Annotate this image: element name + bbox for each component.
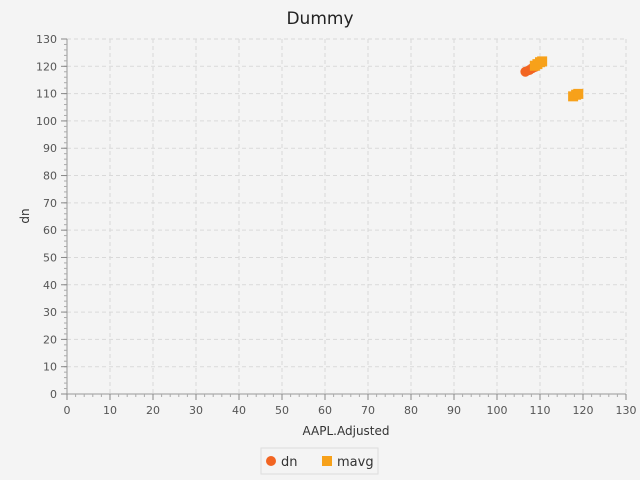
data-points xyxy=(520,56,584,102)
y-tick-label: 90 xyxy=(43,142,57,155)
x-tick-label: 100 xyxy=(487,404,508,417)
legend-marker-dn xyxy=(266,456,276,466)
y-tick-label: 120 xyxy=(36,60,57,73)
point-mavg xyxy=(537,56,548,67)
y-tick-label: 110 xyxy=(36,88,57,101)
x-tick-label: 130 xyxy=(616,404,637,417)
x-tick-label: 70 xyxy=(361,404,375,417)
y-tick-label: 70 xyxy=(43,197,57,210)
x-tick-label: 110 xyxy=(530,404,551,417)
y-tick-label: 100 xyxy=(36,115,57,128)
x-tick-label: 10 xyxy=(103,404,117,417)
x-tick-label: 0 xyxy=(64,404,71,417)
y-tick-label: 10 xyxy=(43,361,57,374)
y-tick-label: 60 xyxy=(43,224,57,237)
chart-title: Dummy xyxy=(286,9,353,29)
x-tick-label: 50 xyxy=(275,404,289,417)
x-tick-label: 30 xyxy=(189,404,203,417)
legend-label-mavg: mavg xyxy=(337,455,374,470)
grid xyxy=(66,38,627,395)
axes: 0 10 20 30 40 50 60 70 80 90 100 110 120 130 0 10 20 30 40… xyxy=(36,33,637,417)
y-tick-label: 20 xyxy=(43,333,57,346)
point-mavg xyxy=(573,88,584,99)
y-tick-label: 130 xyxy=(36,33,57,46)
legend-box xyxy=(260,447,379,475)
y-axis-label: dn xyxy=(18,208,32,223)
x-tick-label: 40 xyxy=(232,404,246,417)
x-tick-label: 90 xyxy=(447,404,461,417)
y-tick-label: 30 xyxy=(43,306,57,319)
x-tick-label: 60 xyxy=(318,404,332,417)
legend: dn mavg xyxy=(260,447,379,475)
y-tick-label: 50 xyxy=(43,251,57,264)
legend-label-dn: dn xyxy=(281,455,298,470)
y-tick-label: 80 xyxy=(43,170,57,183)
x-tick-label: 80 xyxy=(404,404,418,417)
x-tick-label: 120 xyxy=(573,404,594,417)
legend-marker-mavg xyxy=(322,456,332,466)
x-tick-label: 20 xyxy=(146,404,160,417)
plot-area xyxy=(67,39,626,394)
y-tick-label: 40 xyxy=(43,279,57,292)
y-tick-label: 0 xyxy=(50,388,57,401)
x-axis-label: AAPL.Adjusted xyxy=(303,424,390,438)
